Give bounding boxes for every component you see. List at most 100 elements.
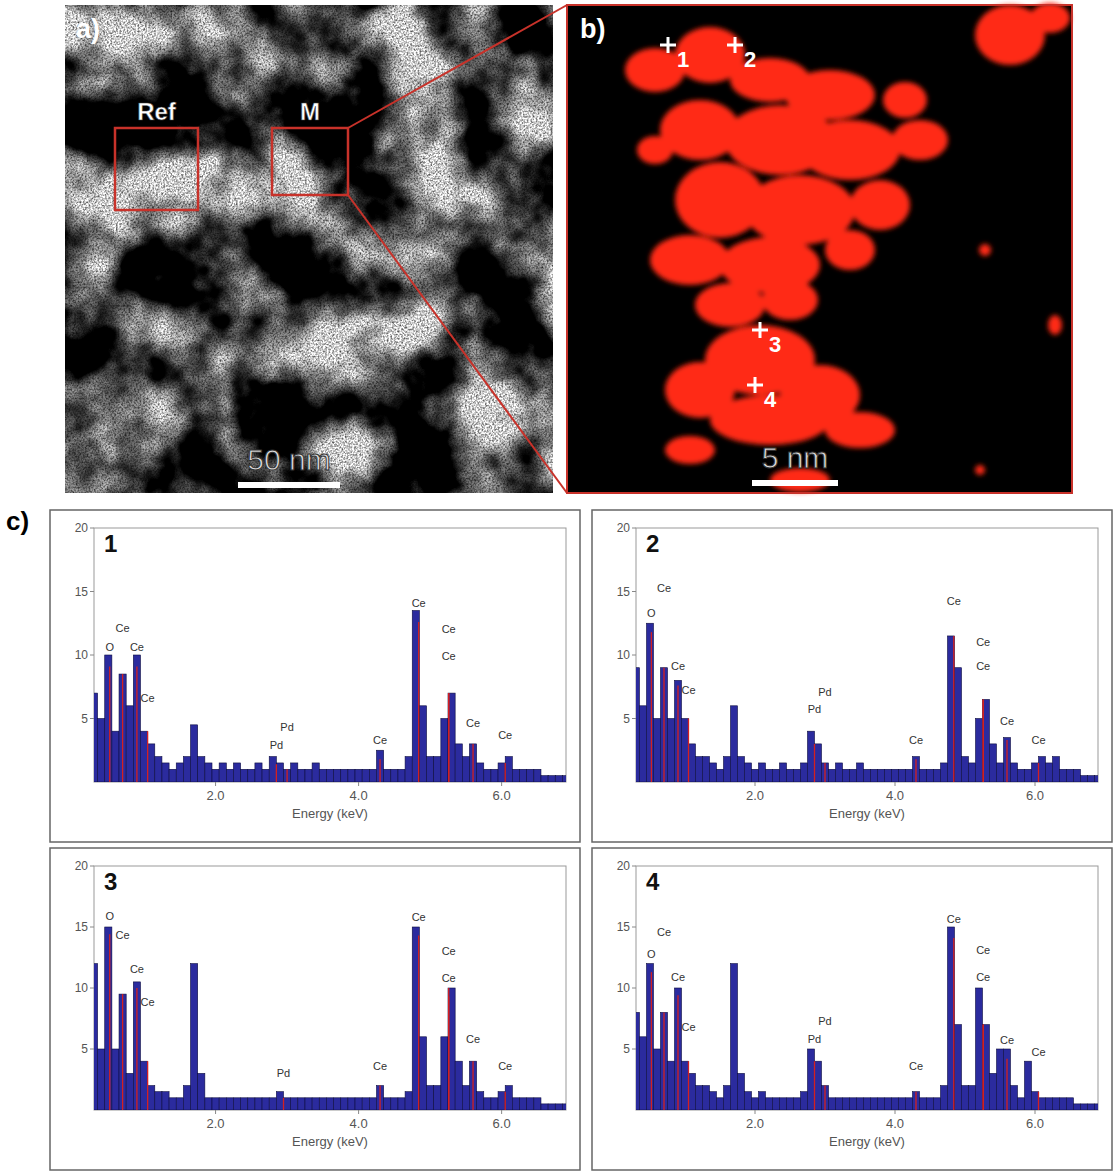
peak-line bbox=[651, 972, 652, 1110]
peak-line bbox=[147, 731, 148, 782]
bar bbox=[219, 1098, 226, 1110]
bar bbox=[1060, 1098, 1067, 1110]
y-tick bbox=[90, 591, 94, 592]
bar bbox=[376, 1086, 383, 1110]
bar bbox=[766, 1098, 773, 1110]
spectrum-panel: 51015202.04.06.0Energy (keV)OCeCeCePdPdC… bbox=[592, 848, 1112, 1170]
bar bbox=[983, 1025, 990, 1110]
bar bbox=[298, 1098, 305, 1110]
bar bbox=[871, 769, 878, 782]
point-label: 2 bbox=[744, 47, 756, 72]
bar bbox=[661, 668, 668, 782]
bar bbox=[219, 763, 226, 782]
bar bbox=[412, 927, 419, 1110]
x-tick bbox=[215, 782, 216, 786]
bar bbox=[1011, 763, 1018, 782]
peak-label: Ce bbox=[681, 684, 695, 696]
bar bbox=[398, 769, 405, 782]
bar bbox=[892, 1098, 899, 1110]
bar bbox=[661, 1012, 668, 1110]
peak-label: O bbox=[105, 910, 114, 922]
bar bbox=[112, 1049, 119, 1110]
bar bbox=[305, 769, 312, 782]
bar bbox=[1074, 769, 1081, 782]
peak-label: Ce bbox=[671, 660, 685, 672]
plot-frame bbox=[636, 528, 1098, 782]
peak-label: Ce bbox=[412, 597, 426, 609]
bar bbox=[1025, 769, 1032, 782]
bar bbox=[1046, 763, 1053, 782]
bar bbox=[512, 769, 519, 782]
y-tick-label: 15 bbox=[617, 920, 631, 934]
peak-line bbox=[109, 934, 110, 1110]
bar bbox=[562, 1104, 566, 1110]
bar bbox=[505, 757, 512, 782]
bar bbox=[555, 776, 562, 782]
bar bbox=[548, 776, 555, 782]
bar bbox=[119, 994, 126, 1110]
panel-frame bbox=[50, 510, 580, 842]
bar bbox=[140, 1061, 147, 1110]
peak-label: Ce bbox=[498, 729, 512, 741]
bar bbox=[133, 655, 140, 782]
bar bbox=[205, 763, 212, 782]
bar bbox=[233, 763, 240, 782]
bar bbox=[731, 706, 738, 782]
bar bbox=[241, 1098, 248, 1110]
y-tick-label: 15 bbox=[75, 920, 89, 934]
bar bbox=[745, 1092, 752, 1110]
zoom-line bbox=[348, 195, 567, 493]
bar bbox=[555, 1104, 562, 1110]
spectrum-title: 1 bbox=[104, 530, 117, 557]
y-tick bbox=[632, 591, 636, 592]
bar bbox=[312, 1098, 319, 1110]
bar bbox=[398, 1098, 405, 1110]
y-tick-label: 20 bbox=[75, 521, 89, 535]
peak-line bbox=[677, 995, 678, 1110]
bar bbox=[1053, 1098, 1060, 1110]
bar bbox=[990, 1073, 997, 1110]
bar bbox=[696, 1086, 703, 1110]
bar bbox=[724, 1086, 731, 1110]
peak-line bbox=[651, 632, 652, 782]
bar bbox=[419, 1037, 426, 1110]
spectrum-title: 3 bbox=[104, 868, 117, 895]
bar bbox=[284, 1098, 291, 1110]
peak-line bbox=[1006, 740, 1007, 782]
bar bbox=[326, 1098, 333, 1110]
bar bbox=[298, 769, 305, 782]
point-mark bbox=[754, 377, 757, 393]
bar bbox=[326, 769, 333, 782]
bar bbox=[969, 763, 976, 782]
peak-label: Ce bbox=[947, 913, 961, 925]
bar bbox=[362, 769, 369, 782]
x-tick-label: 4.0 bbox=[350, 788, 368, 803]
peak-label: O bbox=[647, 948, 656, 960]
bar bbox=[162, 1092, 169, 1110]
x-tick bbox=[358, 782, 359, 786]
bar bbox=[191, 964, 198, 1110]
bar bbox=[276, 1092, 283, 1110]
x-axis-title: Energy (keV) bbox=[829, 1134, 905, 1149]
bar bbox=[484, 1098, 491, 1110]
y-tick bbox=[632, 655, 636, 656]
bar bbox=[976, 719, 983, 783]
map-blob bbox=[762, 280, 818, 320]
bar bbox=[262, 1098, 269, 1110]
peak-line bbox=[109, 666, 110, 782]
bar bbox=[341, 1098, 348, 1110]
point-label: 4 bbox=[764, 387, 777, 412]
bar bbox=[636, 1012, 640, 1110]
bar bbox=[759, 763, 766, 782]
bar bbox=[962, 1086, 969, 1110]
peak-label: Ce bbox=[657, 926, 671, 938]
scale-bar bbox=[752, 480, 838, 486]
x-tick bbox=[895, 1110, 896, 1114]
bar bbox=[696, 757, 703, 782]
map-blob bbox=[674, 449, 686, 461]
peak-line bbox=[983, 1025, 984, 1110]
bar bbox=[780, 763, 787, 782]
bar bbox=[462, 757, 469, 782]
spectrum-panel: 51015202.04.06.0Energy (keV)OCeCeCePdCeC… bbox=[50, 848, 580, 1170]
region-box bbox=[115, 128, 198, 210]
